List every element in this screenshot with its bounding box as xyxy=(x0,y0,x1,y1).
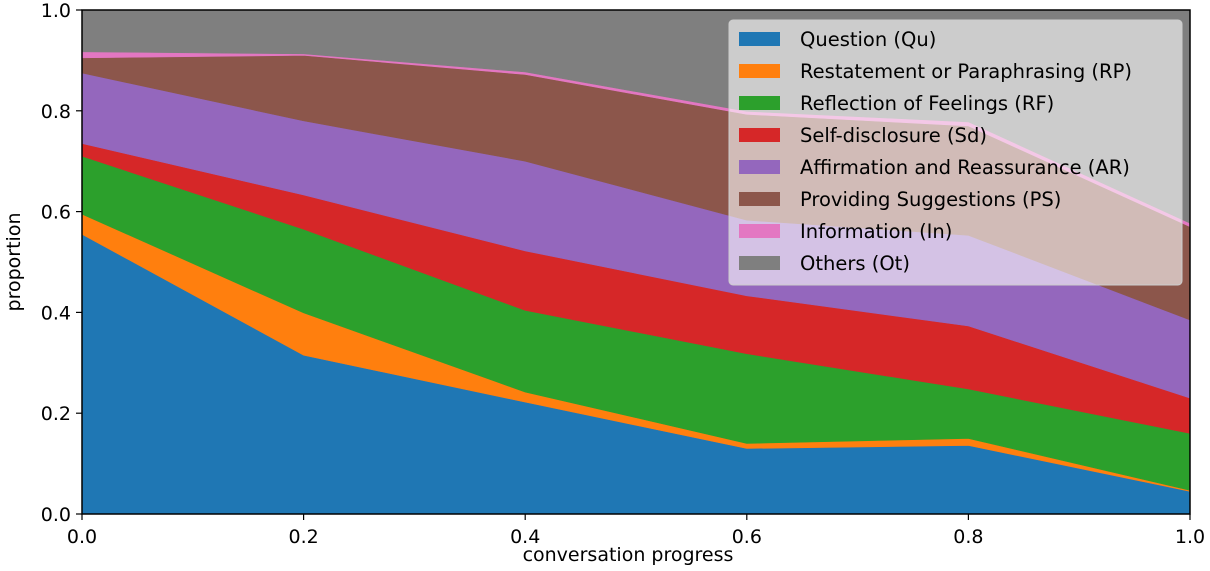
x-tick-label: 0.6 xyxy=(732,526,762,548)
legend-swatch-affirmation-and-reassurance xyxy=(739,160,780,174)
x-tick-label: 0.4 xyxy=(510,526,540,548)
y-axis-title: proportion xyxy=(3,213,25,312)
x-tick-label: 1.0 xyxy=(1175,526,1205,548)
plot-frame xyxy=(81,9,1191,515)
x-tick-label: 0.0 xyxy=(67,526,97,548)
legend-swatch-information xyxy=(739,224,780,238)
legend-swatch-providing-suggestions xyxy=(739,192,780,206)
legend-label: Others (Ot) xyxy=(800,252,910,275)
y-tick-label: 0.4 xyxy=(41,302,71,324)
x-axis-title: conversation progress xyxy=(523,544,734,566)
legend-swatch-self-disclosure xyxy=(739,128,780,142)
legend-label: Question (Qu) xyxy=(800,28,936,51)
y-tick-label: 1.0 xyxy=(41,0,71,22)
x-tick-label: 0.8 xyxy=(953,526,983,548)
legend: Question (Qu) Restatement or Paraphrasing… xyxy=(728,19,1183,286)
legend-swatch-reflection-of-feelings xyxy=(739,96,780,110)
legend-label: Information (In) xyxy=(800,220,952,243)
y-tick-label: 0.6 xyxy=(41,202,71,224)
legend-box xyxy=(728,19,1183,286)
x-tick-label: 0.2 xyxy=(288,526,318,548)
y-axis: 0.0 0.2 0.4 0.6 0.8 1.0 xyxy=(41,0,82,526)
legend-label: Reflection of Feelings (RF) xyxy=(800,92,1054,115)
legend-label: Affirmation and Reassurance (AR) xyxy=(800,156,1130,179)
legend-swatch-restatement-or-paraphrasing xyxy=(739,64,780,78)
y-tick-label: 0.8 xyxy=(41,101,71,123)
legend-label: Self-disclosure (Sd) xyxy=(800,124,987,147)
legend-swatch-others xyxy=(739,256,780,270)
y-tick-label: 0.0 xyxy=(41,504,71,526)
legend-label: Restatement or Paraphrasing (RP) xyxy=(800,60,1132,83)
legend-label: Providing Suggestions (PS) xyxy=(800,188,1061,211)
x-axis: 0.0 0.2 0.4 0.6 0.8 1.0 xyxy=(67,514,1205,548)
legend-swatch-question xyxy=(739,32,780,46)
y-tick-label: 0.2 xyxy=(41,403,71,425)
